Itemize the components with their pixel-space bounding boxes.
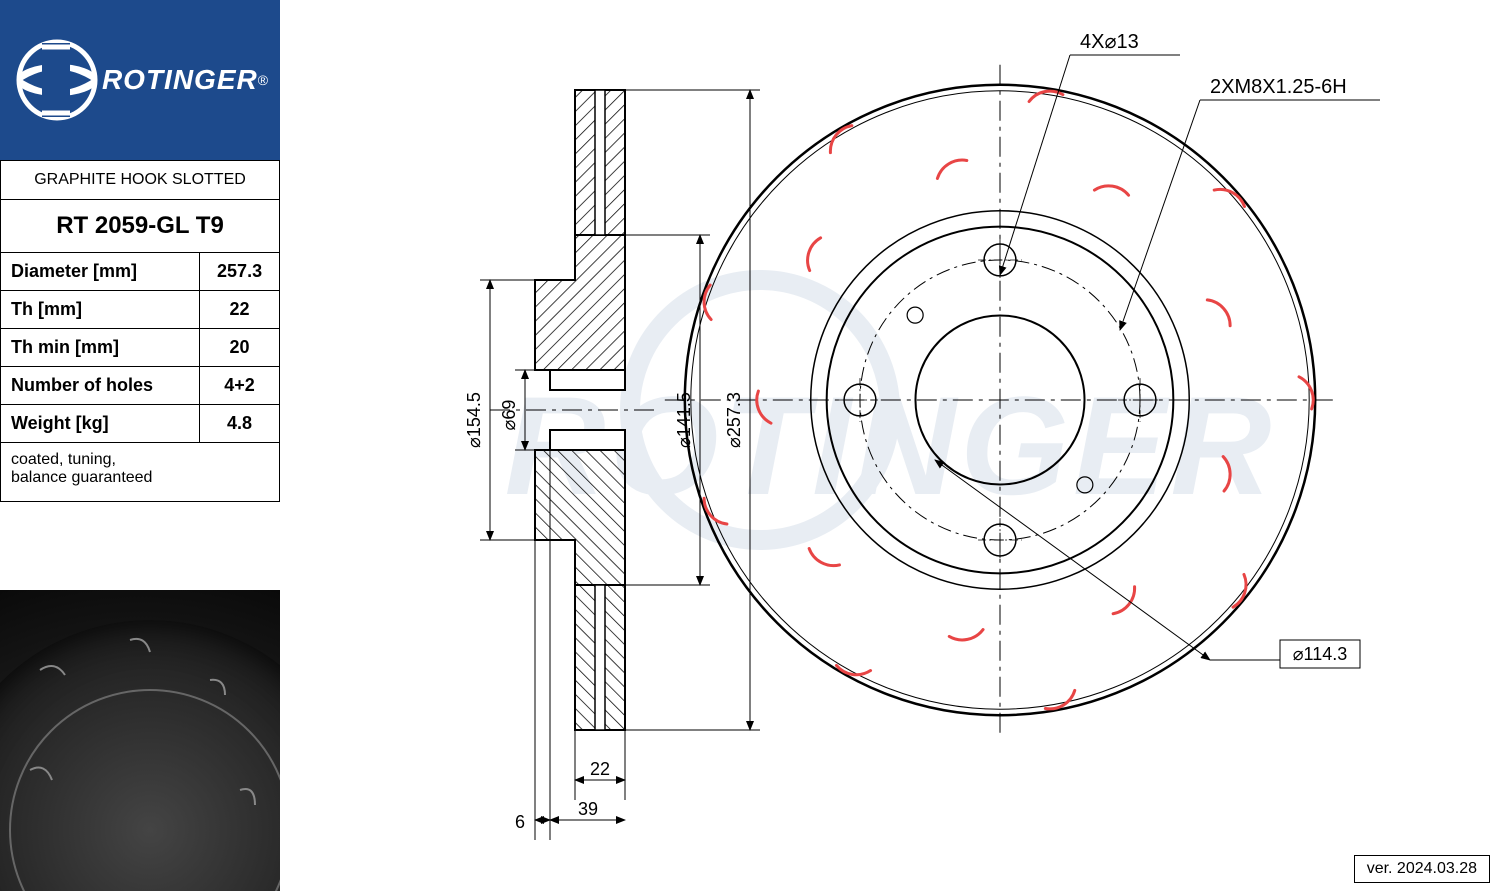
spec-value: 20 <box>200 329 280 367</box>
dim-hub-d: ⌀154.5 <box>464 392 484 448</box>
brand-logo: ROTINGER ® <box>0 0 280 160</box>
product-photo <box>0 590 280 891</box>
spec-label: Diameter [mm] <box>1 253 200 291</box>
product-notes: coated, tuning, balance guaranteed <box>1 443 280 502</box>
section-view: ⌀257.3 ⌀141.5 ⌀154.5 ⌀69 22 <box>464 90 760 840</box>
spec-value: 257.3 <box>200 253 280 291</box>
spec-value: 22 <box>200 291 280 329</box>
spec-label: Number of holes <box>1 367 200 405</box>
dim-offset: 39 <box>578 799 598 819</box>
dim-bore: ⌀69 <box>499 400 519 431</box>
pcd-label: ⌀114.3 <box>1293 644 1348 664</box>
spec-label: Weight [kg] <box>1 405 200 443</box>
drawing-svg: ⌀257.3 ⌀141.5 ⌀154.5 ⌀69 22 <box>280 0 1500 891</box>
brand-name: ROTINGER <box>102 64 258 96</box>
technical-drawing: ROTINGER <box>280 0 1500 891</box>
spec-table: GRAPHITE HOOK SLOTTED RT 2059-GL T9 Diam… <box>0 160 280 502</box>
spec-value: 4.8 <box>200 405 280 443</box>
product-subtitle: GRAPHITE HOOK SLOTTED <box>1 161 280 200</box>
spec-label: Th [mm] <box>1 291 200 329</box>
dim-thickness: 22 <box>590 759 610 779</box>
dim-flange: 6 <box>515 812 525 832</box>
front-view <box>665 65 1335 735</box>
bolt-hole-label: 4X⌀13 <box>1080 31 1139 53</box>
logo-globe-icon <box>12 35 102 125</box>
spec-label: Th min [mm] <box>1 329 200 367</box>
spec-value: 4+2 <box>200 367 280 405</box>
registered-mark: ® <box>258 72 268 88</box>
part-number: RT 2059-GL T9 <box>1 200 280 253</box>
thread-label: 2XM8X1.25-6H <box>1210 76 1347 98</box>
